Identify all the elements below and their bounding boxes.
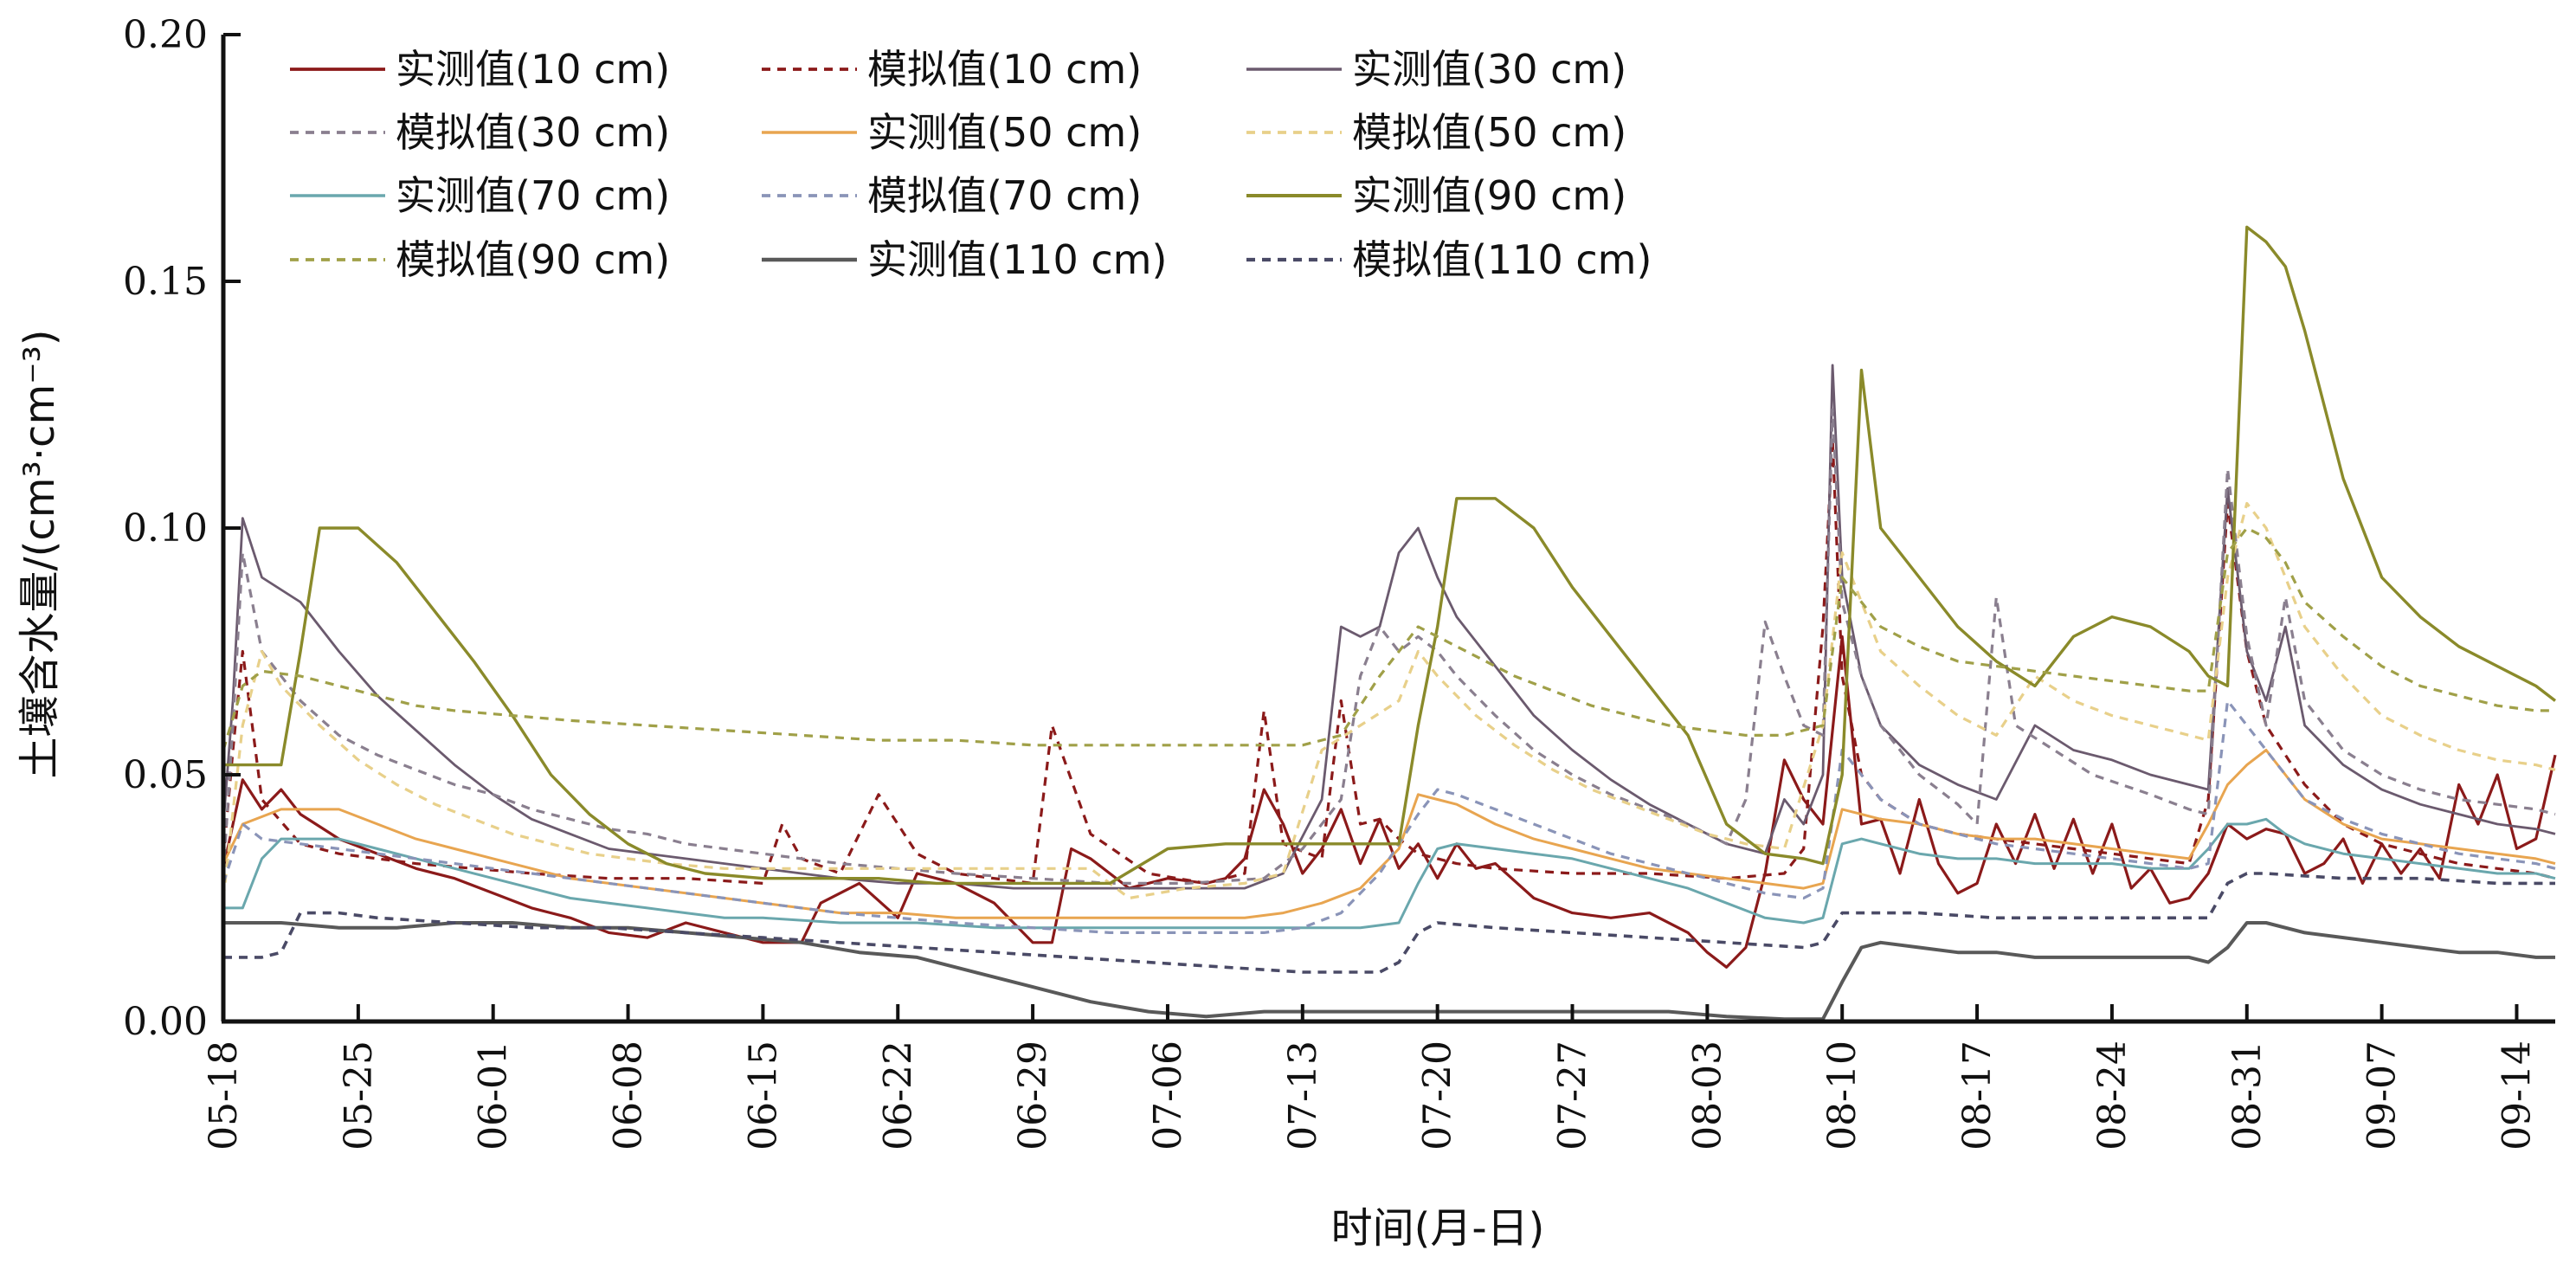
x-tick-label-2: 06-01 bbox=[472, 1041, 516, 1150]
series-layer bbox=[222, 225, 2557, 1021]
legend-label-2: 实测值(30 cm) bbox=[1352, 46, 1626, 93]
legend-label-9: 模拟值(90 cm) bbox=[396, 236, 670, 283]
series-line-9 bbox=[222, 526, 2555, 751]
series-line-5 bbox=[222, 501, 2556, 900]
x-tick-label-11: 08-03 bbox=[1685, 1041, 1729, 1150]
x-tick-label-12: 08-10 bbox=[1820, 1041, 1864, 1150]
series-line-10 bbox=[223, 921, 2555, 1021]
x-tick-label-6: 06-29 bbox=[1011, 1041, 1055, 1150]
y-axis-title: 土壤含水量/(cm³·cm⁻³) bbox=[16, 329, 64, 778]
x-tick-label-5: 06-22 bbox=[876, 1041, 920, 1150]
y-tick-label-2: 0.10 bbox=[123, 506, 208, 551]
x-tick-label-10: 07-27 bbox=[1551, 1041, 1595, 1150]
y-tick-label-4: 0.20 bbox=[123, 13, 208, 57]
legend-label-4: 实测值(50 cm) bbox=[867, 109, 1142, 156]
legend-label-10: 实测值(110 cm) bbox=[867, 236, 1167, 283]
series-line-6 bbox=[223, 817, 2556, 930]
series-line-0 bbox=[222, 635, 2557, 969]
series-line-8 bbox=[223, 225, 2557, 886]
x-tick-label-17: 09-14 bbox=[2495, 1041, 2539, 1150]
x-tick-label-14: 08-24 bbox=[2090, 1041, 2135, 1150]
x-tick-label-8: 07-13 bbox=[1281, 1041, 1325, 1150]
x-tick-label-4: 06-15 bbox=[741, 1041, 785, 1150]
legend-label-0: 实测值(10 cm) bbox=[396, 46, 670, 93]
x-tick-label-9: 07-20 bbox=[1416, 1041, 1460, 1150]
x-tick-label-0: 05-18 bbox=[202, 1041, 246, 1150]
series-line-1 bbox=[222, 437, 2556, 885]
x-tick-label-1: 05-25 bbox=[337, 1041, 381, 1150]
series-line-3 bbox=[222, 408, 2556, 885]
y-tick-label-3: 0.15 bbox=[123, 260, 208, 304]
x-tick-label-16: 09-07 bbox=[2360, 1041, 2405, 1150]
legend: 实测值(10 cm) 模拟值(10 cm) 实测值(30 cm) 模拟值(30 cm)… bbox=[290, 46, 1652, 283]
x-tick-label-7: 07-06 bbox=[1146, 1041, 1190, 1150]
ticks-layer: 0.00 0.05 0.10 0.15 0.20 05-18 05-25 06-01 06-08… bbox=[123, 13, 2539, 1150]
legend-label-3: 模拟值(30 cm) bbox=[396, 109, 670, 156]
y-tick-label-1: 0.05 bbox=[123, 753, 208, 797]
legend-label-11: 模拟值(110 cm) bbox=[1352, 236, 1652, 283]
legend-label-6: 实测值(70 cm) bbox=[396, 172, 670, 219]
legend-label-1: 模拟值(10 cm) bbox=[867, 46, 1142, 93]
series-line-11 bbox=[223, 872, 2555, 974]
y-tick-label-0: 0.00 bbox=[123, 1000, 208, 1044]
x-tick-label-3: 06-08 bbox=[607, 1041, 651, 1150]
legend-label-8: 实测值(90 cm) bbox=[1352, 172, 1626, 219]
x-axis-title: 时间(月-日) bbox=[1331, 1204, 1545, 1253]
series-line-7 bbox=[222, 699, 2556, 934]
legend-label-7: 模拟值(70 cm) bbox=[867, 172, 1142, 219]
legend-label-5: 模拟值(50 cm) bbox=[1352, 109, 1626, 156]
x-tick-label-13: 08-17 bbox=[1955, 1041, 2000, 1150]
x-tick-label-15: 08-31 bbox=[2225, 1041, 2270, 1150]
